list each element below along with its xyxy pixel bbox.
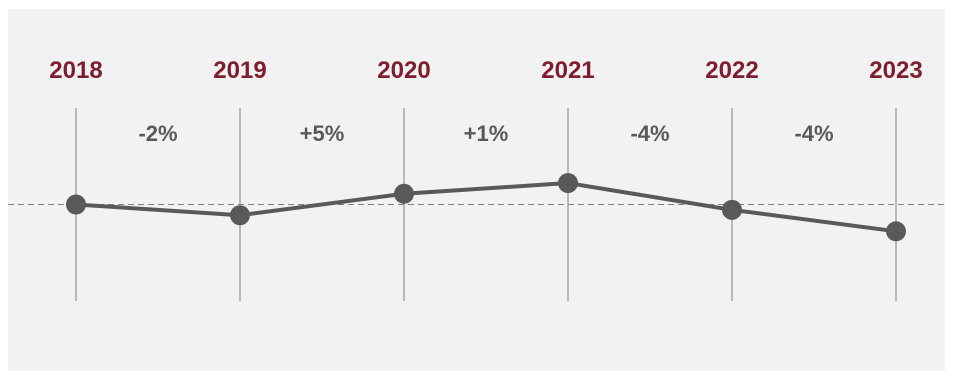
- year-label-2018: 2018: [49, 57, 102, 84]
- data-point-2020: [394, 183, 414, 204]
- data-point-2021: [558, 173, 578, 194]
- data-point-2018: [66, 194, 86, 215]
- change-label-2019-2020: +5%: [300, 121, 345, 146]
- data-point-2022: [722, 199, 742, 220]
- data-point-2019: [230, 205, 250, 226]
- change-label-2022-2023: -4%: [794, 121, 833, 146]
- series-line: [75, 181, 897, 234]
- year-label-2021: 2021: [541, 57, 594, 84]
- year-label-2019: 2019: [213, 57, 266, 84]
- change-label-2020-2021: +1%: [464, 121, 509, 146]
- change-label-2021-2022: -4%: [630, 121, 669, 146]
- year-label-2020: 2020: [377, 57, 430, 84]
- year-label-2023: 2023: [869, 57, 922, 84]
- year-label-2022: 2022: [705, 57, 758, 84]
- data-point-2023: [886, 221, 906, 242]
- change-label-2018-2019: -2%: [138, 121, 177, 146]
